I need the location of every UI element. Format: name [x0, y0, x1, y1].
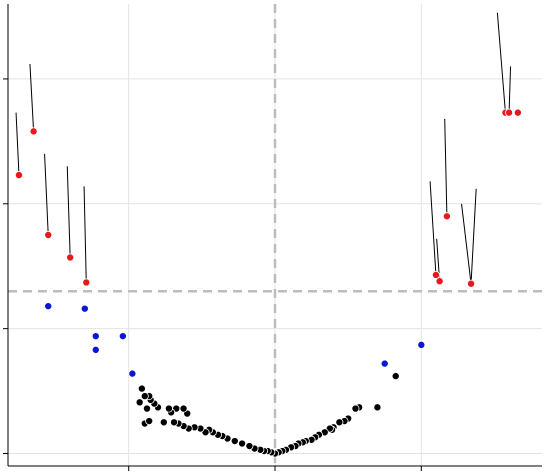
data-point	[66, 253, 75, 262]
data-point	[179, 404, 188, 413]
data-point	[431, 270, 440, 279]
reference-lines	[8, 4, 542, 466]
data-point	[137, 384, 146, 393]
point-label-lines	[15, 12, 512, 284]
data-point	[513, 108, 522, 117]
label-connector-line	[83, 186, 87, 283]
data-point	[82, 278, 91, 287]
data-point	[159, 418, 168, 427]
data-point	[145, 417, 154, 426]
label-connector-line	[15, 112, 20, 176]
data-point	[118, 332, 127, 341]
data-points	[14, 108, 522, 458]
data-point	[128, 369, 137, 378]
data-point	[442, 212, 451, 221]
data-point	[335, 418, 344, 427]
data-point	[135, 398, 144, 407]
data-point	[435, 277, 444, 286]
data-point	[391, 372, 400, 381]
label-connector-line	[496, 12, 506, 113]
data-point	[417, 340, 426, 349]
data-point	[91, 332, 100, 341]
data-point	[238, 439, 247, 448]
axes	[3, 4, 542, 471]
data-point	[230, 437, 239, 446]
data-point	[467, 279, 476, 288]
data-point	[373, 403, 382, 412]
data-point	[91, 345, 100, 354]
label-connector-line	[470, 188, 477, 284]
label-connector-line	[444, 118, 448, 217]
data-point	[14, 171, 23, 180]
data-point	[245, 442, 254, 451]
label-connector-line	[29, 63, 35, 132]
data-point	[29, 127, 38, 136]
data-point	[44, 230, 53, 239]
data-point	[44, 302, 53, 311]
label-connector-line	[508, 66, 512, 113]
label-connector-line	[429, 181, 437, 275]
data-point	[80, 304, 89, 313]
data-point	[164, 404, 173, 413]
label-connector-line	[461, 203, 472, 284]
data-point	[140, 392, 149, 401]
data-point	[351, 404, 360, 413]
data-point	[380, 359, 389, 368]
data-point	[505, 108, 514, 117]
label-connector-line	[66, 166, 71, 258]
label-connector-line	[44, 153, 49, 236]
data-point	[142, 404, 151, 413]
data-point	[170, 418, 179, 427]
